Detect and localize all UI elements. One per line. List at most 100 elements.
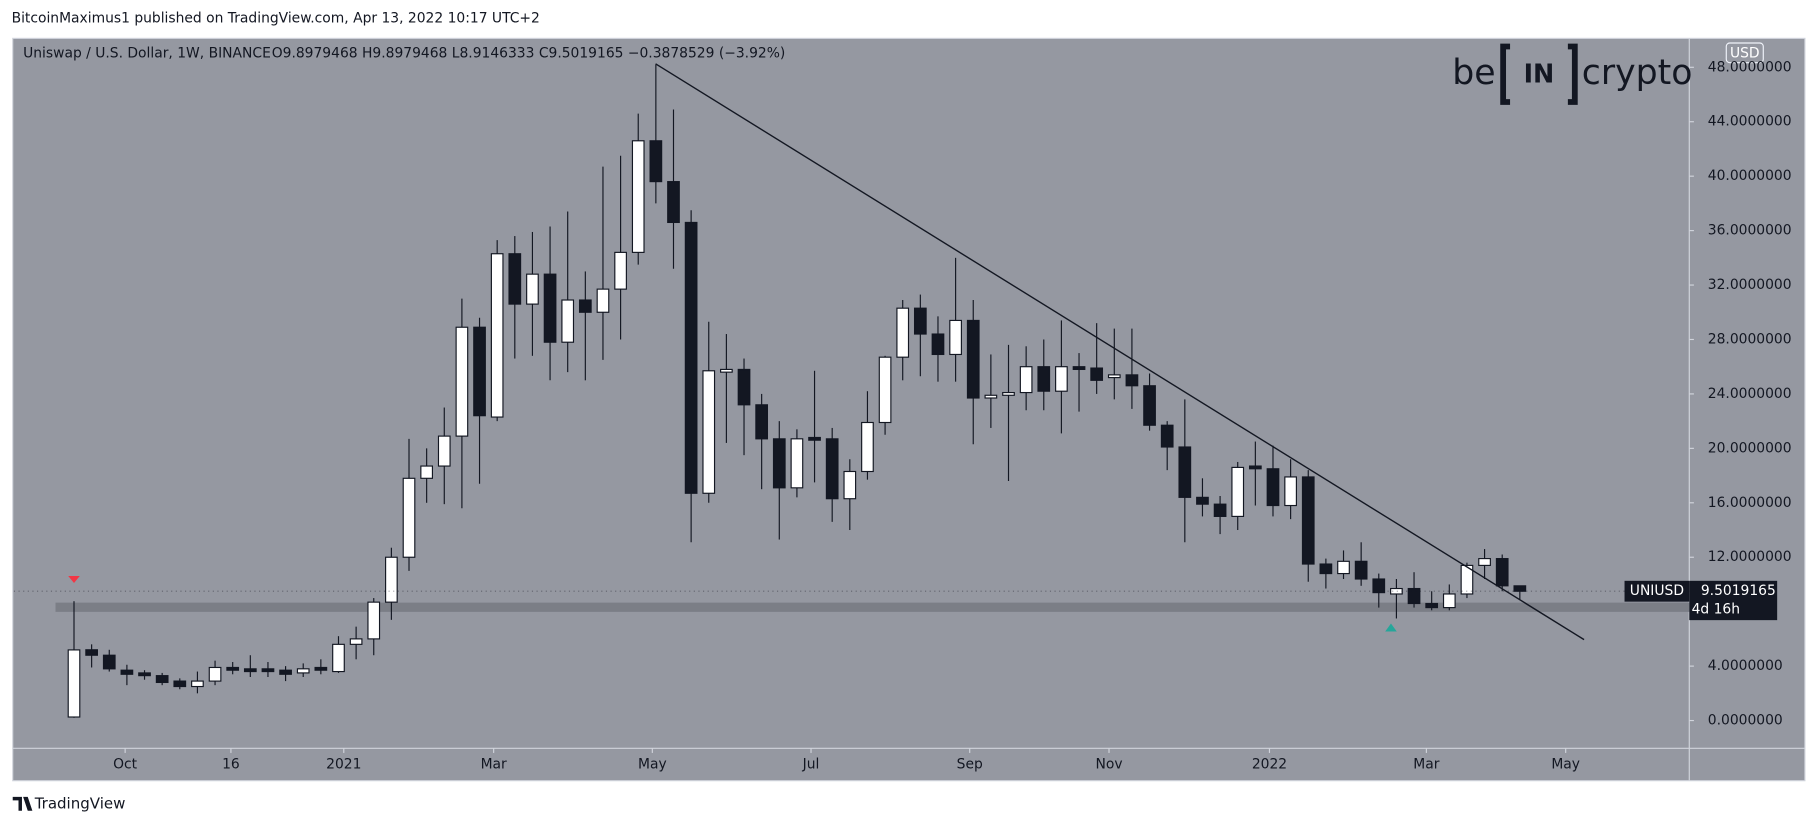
candle-body	[508, 253, 522, 305]
candle-body	[1301, 476, 1315, 565]
candle-body	[578, 299, 592, 313]
currency-box	[1725, 42, 1764, 64]
candle-body	[1478, 558, 1491, 566]
candle-body	[1460, 564, 1474, 595]
x-tick-label: May	[1551, 757, 1580, 773]
candle-body	[984, 394, 998, 399]
candle-body	[561, 299, 575, 343]
chart-area	[12, 37, 1806, 782]
candle-body	[878, 356, 892, 424]
candle-body	[191, 680, 204, 688]
candle-body	[737, 368, 751, 406]
candle-body	[825, 438, 839, 500]
candle-body	[437, 435, 451, 467]
symbol-label: UNIUSD	[1630, 583, 1684, 599]
symbol-title: Uniswap / U.S. Dollar, 1W, BINANCE	[23, 45, 271, 61]
candle-body	[173, 680, 187, 688]
candle-body	[455, 326, 469, 437]
candle-body	[684, 221, 698, 494]
candle-body	[1425, 602, 1439, 609]
candle-body	[755, 404, 769, 440]
candle-body	[1248, 465, 1262, 470]
y-tick-label: 36.0000000	[1708, 223, 1792, 239]
candle-body	[1495, 558, 1509, 587]
x-tick-label: Mar	[1413, 757, 1439, 773]
candle-body	[808, 436, 821, 441]
ohlc-legend: O9.8979468 H9.8979468 L8.9146333 C9.5019…	[272, 45, 786, 61]
candle-body	[966, 319, 980, 399]
last-price-label: 9.5019165	[1701, 583, 1776, 599]
x-tick-label: Nov	[1095, 757, 1122, 773]
candle-body	[420, 465, 434, 479]
y-tick-label: 32.0000000	[1708, 277, 1792, 293]
y-tick-label: 48.0000000	[1708, 59, 1792, 75]
y-tick-label: 16.0000000	[1708, 495, 1792, 511]
candle-body	[1107, 374, 1121, 379]
y-tick-label: 28.0000000	[1708, 331, 1792, 347]
countdown: 4d 16h	[1692, 602, 1740, 618]
candle-body	[1354, 560, 1368, 580]
candle-body	[1072, 366, 1086, 371]
x-tick-label: 16	[222, 757, 240, 773]
y-tick-label: 20.0000000	[1708, 440, 1792, 456]
candle-body	[1019, 366, 1033, 394]
candle-body	[1442, 593, 1456, 609]
candle-body	[385, 556, 398, 603]
candle-body	[543, 273, 557, 343]
candle-body	[1178, 446, 1192, 498]
candle-body	[1407, 587, 1421, 605]
bottom-marker	[1385, 623, 1397, 632]
candle-body	[1037, 366, 1051, 392]
candle-body	[790, 438, 804, 489]
y-tick-label: 24.0000000	[1708, 386, 1792, 402]
candle-body	[1002, 391, 1015, 396]
candle-body	[332, 643, 345, 673]
candle-body	[1513, 585, 1527, 592]
candle-body	[102, 654, 116, 670]
candle-body	[861, 421, 874, 473]
x-tick-label: 2022	[1252, 757, 1287, 773]
candle-body	[138, 672, 151, 677]
candle-body	[349, 638, 363, 645]
candle-body	[208, 666, 222, 682]
candle-body	[1266, 468, 1280, 507]
tv-logo	[12, 796, 33, 811]
y-tick-label: 4.0000000	[1708, 658, 1783, 674]
candle-body	[1372, 578, 1386, 594]
x-tick-label: Mar	[481, 757, 507, 773]
trendline	[655, 63, 1585, 641]
candle-body	[1390, 587, 1403, 595]
logo-middle: IN	[1524, 58, 1555, 88]
candle-body	[702, 370, 716, 494]
candle-body	[85, 649, 98, 656]
candle-body	[1160, 424, 1174, 448]
candle-body	[1337, 560, 1350, 575]
candle-body	[596, 288, 610, 313]
candle-body	[296, 668, 310, 674]
y-tick-label: 44.0000000	[1708, 114, 1792, 130]
support-zone	[55, 602, 1690, 612]
candle-body	[1055, 366, 1068, 392]
candle-body	[1143, 385, 1156, 426]
footer: TradingView	[34, 794, 126, 812]
candle-body	[931, 333, 945, 356]
candles	[67, 64, 1527, 718]
candle-body	[1284, 476, 1297, 507]
candle-body	[155, 675, 169, 684]
candle-body	[526, 273, 539, 305]
x-tick-label: Sep	[957, 757, 983, 773]
candle-body	[843, 470, 857, 500]
logo-left: be	[1452, 53, 1495, 93]
candle-body	[243, 668, 257, 673]
candle-body	[1213, 503, 1227, 517]
candle-body	[631, 140, 645, 253]
candle-body	[314, 666, 328, 671]
candle-body	[1125, 374, 1139, 387]
candle-body	[367, 601, 381, 640]
candle-body	[896, 307, 910, 358]
y-tick-label: 12.0000000	[1708, 549, 1792, 565]
candle-body	[667, 181, 680, 224]
price-box	[1689, 580, 1778, 621]
